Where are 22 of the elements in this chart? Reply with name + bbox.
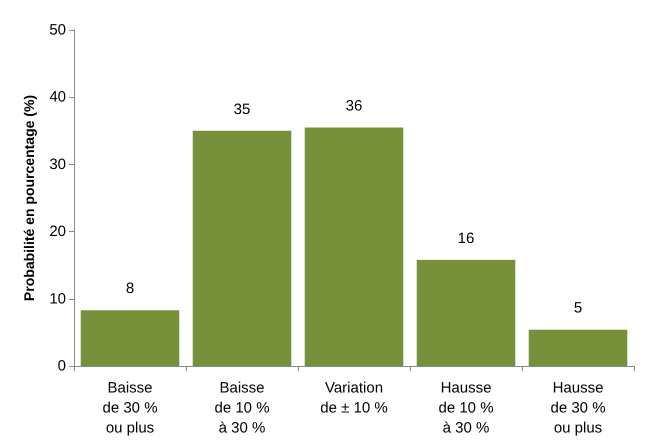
x-tick-label: Hausse de 10 % à 30 %	[438, 380, 494, 436]
data-label: 36	[346, 97, 362, 114]
y-tick-label: 0	[58, 358, 66, 374]
bar	[304, 127, 404, 366]
x-tick-label: Variation de ± 10 %	[320, 380, 388, 416]
bar	[192, 130, 292, 366]
y-tick-label: 50	[49, 22, 66, 38]
data-label: 16	[458, 230, 474, 247]
x-tick-label: Hausse de 30 % ou plus	[550, 380, 606, 436]
data-label: 8	[126, 280, 134, 298]
data-label: 35	[234, 100, 250, 118]
x-tick-label: Baisse de 30 % ou plus	[102, 380, 158, 436]
y-axis-title: Probabilité en pourcentage (%)	[21, 94, 37, 302]
y-tick-label: 30	[49, 156, 66, 173]
y-tick-label: 20	[49, 223, 66, 240]
bar	[416, 260, 516, 366]
bar	[528, 330, 628, 366]
data-label: 5	[574, 300, 582, 317]
y-tick-label: 40	[49, 88, 66, 106]
x-tick-label: Baisse de 10 % à 30 %	[214, 380, 270, 436]
y-tick-label: 10	[49, 290, 66, 308]
bar	[80, 310, 180, 366]
